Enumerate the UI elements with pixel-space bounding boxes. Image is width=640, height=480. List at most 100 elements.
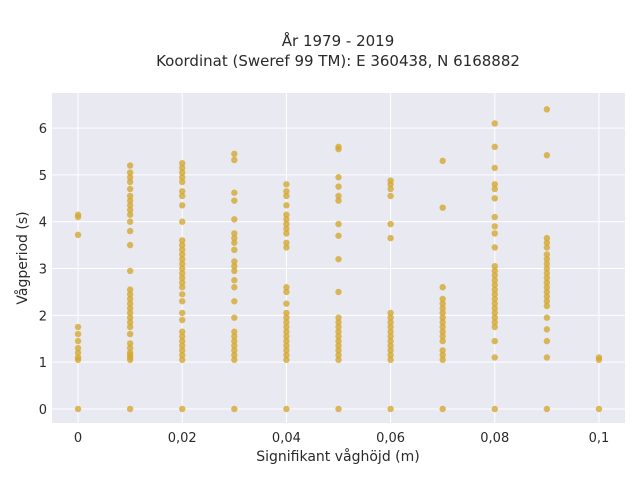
data-point <box>543 302 551 310</box>
data-point <box>439 347 446 354</box>
data-point <box>179 265 186 272</box>
data-point <box>335 174 342 181</box>
data-point <box>387 319 394 326</box>
data-point <box>543 274 551 282</box>
data-point <box>543 326 551 333</box>
data-point <box>387 356 394 364</box>
data-point <box>179 274 186 282</box>
data-point <box>283 342 290 349</box>
data-point <box>335 328 342 335</box>
data-point <box>231 156 238 164</box>
data-point <box>335 192 342 200</box>
data-point <box>543 239 551 246</box>
data-point <box>179 260 186 268</box>
data-point <box>491 277 498 284</box>
data-point <box>387 333 394 340</box>
data-point <box>387 337 394 345</box>
data-point <box>335 197 342 204</box>
x-tick-label: 0,04 <box>272 431 301 446</box>
data-point <box>179 246 186 254</box>
data-point <box>283 225 290 232</box>
data-point <box>543 314 551 321</box>
data-point <box>179 351 186 359</box>
data-point <box>335 288 342 296</box>
data-point <box>439 319 446 326</box>
data-point <box>126 344 134 352</box>
data-point <box>335 351 342 359</box>
data-point <box>74 354 82 361</box>
data-point <box>387 220 394 228</box>
data-point <box>283 284 290 291</box>
data-point <box>126 319 134 326</box>
data-point <box>179 337 186 345</box>
data-point <box>543 405 551 413</box>
chart-subtitle: Koordinat (Sweref 99 TM): E 360438, N 61… <box>156 52 520 70</box>
data-point <box>231 298 238 305</box>
data-point <box>231 216 238 223</box>
data-point <box>74 211 82 218</box>
x-tick-label: 0,1 <box>589 431 610 446</box>
data-point <box>283 181 290 188</box>
data-point <box>179 279 186 286</box>
data-point <box>543 354 551 361</box>
data-point <box>439 204 446 211</box>
y-tick-label: 1 <box>39 356 47 371</box>
data-point <box>283 328 290 335</box>
data-point <box>231 337 238 345</box>
data-point <box>179 284 186 291</box>
data-point <box>126 241 134 249</box>
data-point <box>439 284 446 291</box>
data-point <box>126 197 134 204</box>
data-point <box>543 265 551 272</box>
data-point <box>283 314 290 321</box>
data-point <box>543 255 551 263</box>
data-point <box>74 231 82 239</box>
data-point <box>74 323 82 331</box>
data-point <box>283 239 290 246</box>
data-point <box>491 267 498 275</box>
data-point <box>179 169 186 176</box>
data-point <box>387 351 394 359</box>
data-point <box>543 106 551 113</box>
data-point <box>126 323 134 331</box>
data-point <box>335 347 342 354</box>
data-point <box>126 309 134 317</box>
data-point <box>231 342 238 349</box>
data-point <box>283 347 290 354</box>
data-point <box>74 344 82 352</box>
data-point <box>179 218 186 225</box>
x-tick-labels: 0 0,02 0,04 0,06 0,08 0,1 <box>74 431 609 446</box>
data-point <box>335 183 342 190</box>
data-point <box>126 340 134 347</box>
data-point <box>439 157 446 165</box>
data-point <box>179 342 186 349</box>
data-point <box>387 342 394 349</box>
data-point <box>335 323 342 331</box>
y-tick-labels: 0 1 2 3 4 5 6 <box>39 122 47 418</box>
data-point <box>543 288 551 296</box>
data-point <box>231 230 238 237</box>
data-point <box>231 267 238 275</box>
data-point <box>543 270 551 277</box>
data-point <box>179 316 186 324</box>
data-point <box>387 192 394 200</box>
data-point <box>283 220 290 228</box>
data-point <box>126 305 134 312</box>
data-point <box>231 246 238 254</box>
data-point <box>179 202 186 209</box>
data-point <box>595 405 603 413</box>
data-point <box>283 356 290 364</box>
data-point <box>231 356 238 364</box>
data-point <box>543 279 551 286</box>
data-point <box>126 169 134 176</box>
data-point <box>387 234 394 242</box>
data-point <box>491 195 498 202</box>
y-tick-label: 2 <box>39 309 47 324</box>
data-point <box>491 337 498 345</box>
y-tick-label: 3 <box>39 263 47 278</box>
data-point <box>283 337 290 345</box>
data-point <box>231 347 238 354</box>
data-point <box>335 342 342 349</box>
data-point <box>179 241 186 249</box>
